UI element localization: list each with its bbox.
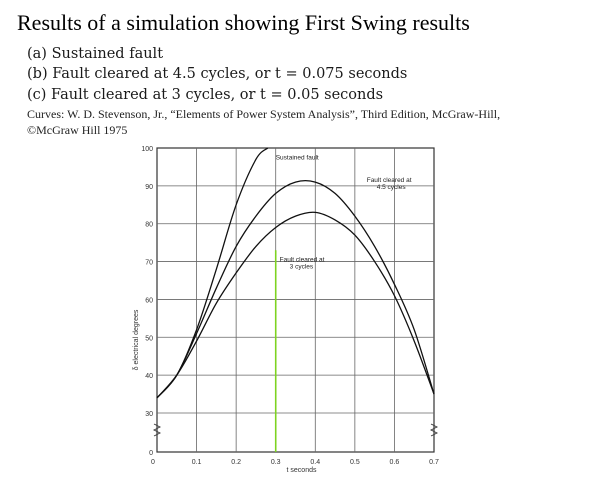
y-tick-label: 40	[145, 373, 153, 380]
x-tick-label: 0.7	[429, 459, 439, 466]
y-tick-label: 50	[145, 335, 153, 342]
x-tick-label: 0.2	[231, 459, 241, 466]
case-a-caption: (a) Sustained fault	[27, 46, 164, 62]
y-tick-label: 100	[141, 146, 153, 153]
sustained-fault-label: Sustained fault	[276, 154, 319, 161]
y-tick-label: 80	[145, 222, 153, 229]
axis-break-mark	[429, 423, 439, 437]
cleared-4-5-label: Fault cleared at	[367, 177, 412, 184]
cleared-3-label-line2: 3 cycles	[290, 264, 314, 271]
case-c-caption: (c) Fault cleared at 3 cycles, or t = 0.…	[27, 87, 384, 103]
x-tick-label: 0	[151, 459, 155, 466]
cleared-3-label: Fault cleared at	[280, 257, 325, 264]
y-tick-label: 70	[145, 260, 153, 267]
plot-frame	[156, 147, 435, 453]
cleared-3-cycles-curve	[156, 211, 435, 399]
chart-page-title: Results of a simulation showing First Sw…	[17, 10, 470, 35]
copyright-line: ©McGraw Hill 1975	[27, 123, 128, 137]
source-credit: Curves: W. D. Stevenson, Jr., “Elements …	[27, 107, 501, 121]
axis-break-mark	[152, 423, 162, 437]
x-tick-label: 0.3	[271, 459, 281, 466]
case-b-caption: (b) Fault cleared at 4.5 cycles, or t = …	[27, 66, 408, 82]
y-axis-label: δ electrical degrees	[133, 309, 140, 370]
x-tick-label: 0.5	[350, 459, 360, 466]
x-tick-label: 0.4	[310, 459, 320, 466]
y-tick-label: 60	[145, 297, 153, 304]
x-axis-label: t seconds	[287, 467, 317, 474]
x-tick-label: 0.6	[390, 459, 400, 466]
y-tick-label: 90	[145, 184, 153, 191]
cleared-4-5-cycles-curve	[156, 180, 435, 399]
cleared-4-5-label-line2: 4.5 cycles	[377, 184, 407, 191]
y-tick-label: 30	[145, 411, 153, 418]
y-tick-label: 0	[149, 450, 153, 457]
x-tick-label: 0.1	[192, 459, 202, 466]
